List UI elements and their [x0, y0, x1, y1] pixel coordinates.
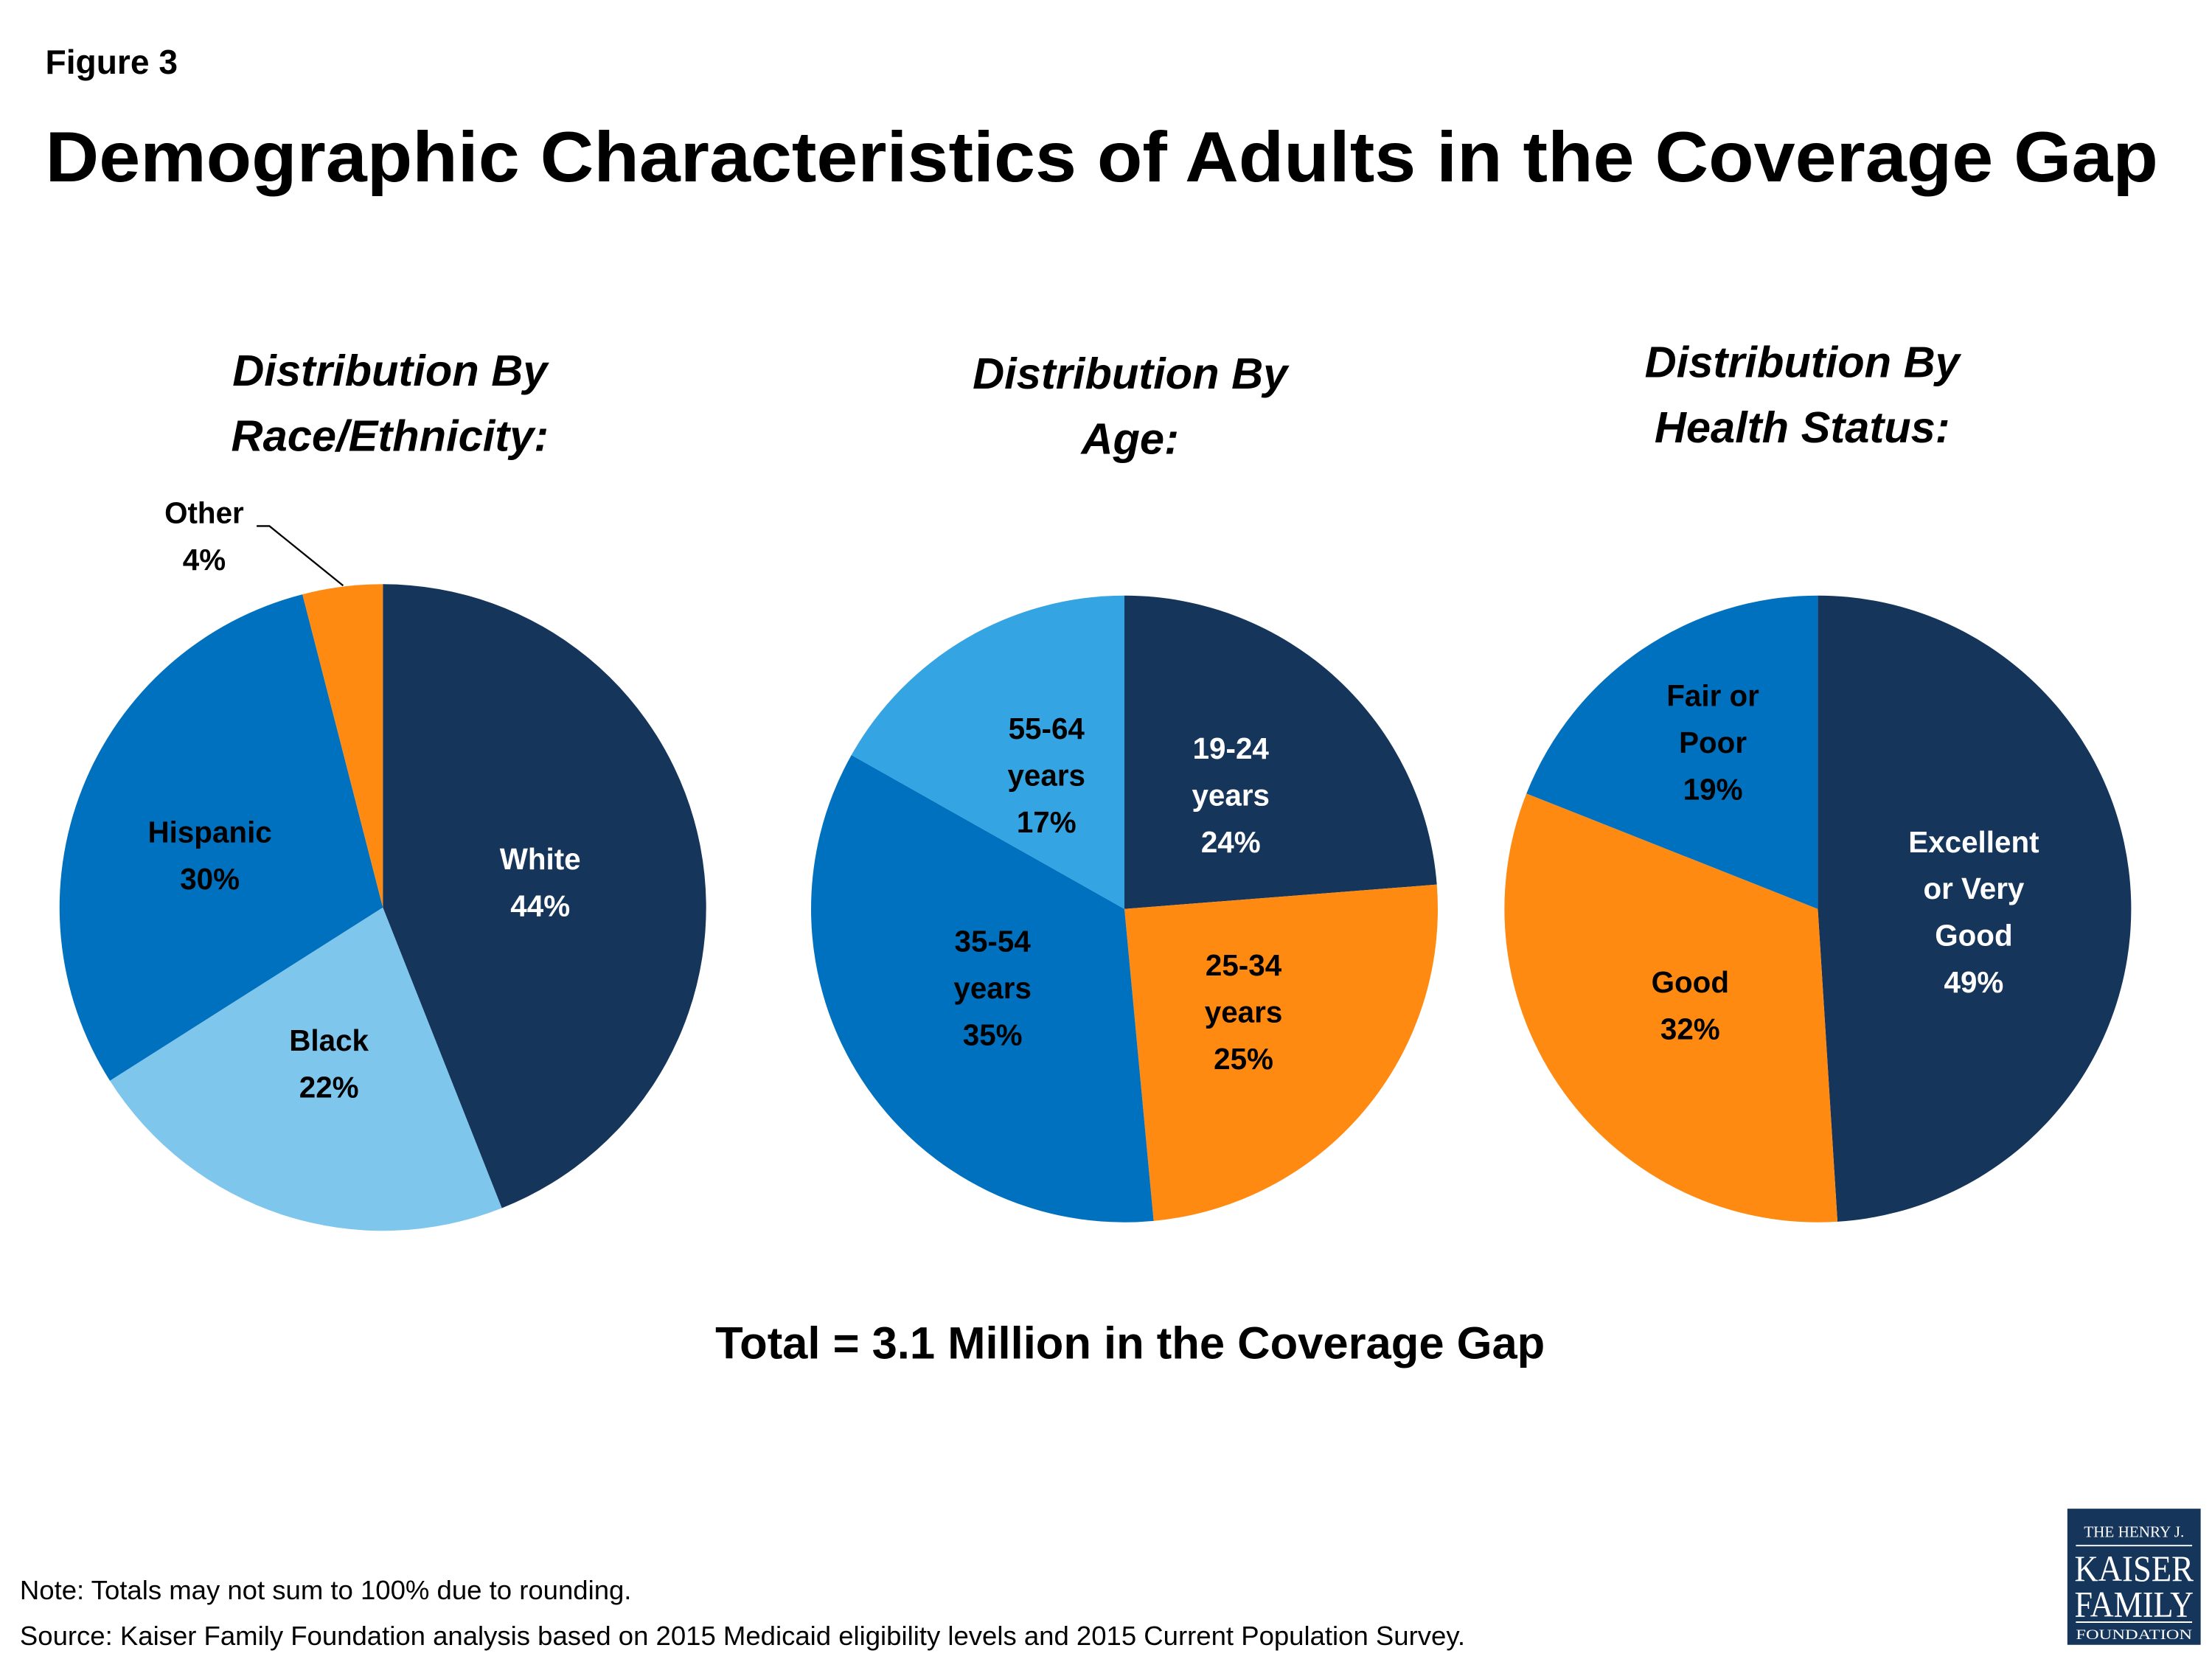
slice-label-line: 25% — [1214, 1042, 1273, 1076]
slice-label-line: 17% — [1017, 805, 1077, 839]
pie-slice-other — [302, 584, 383, 908]
slice-label-25-34-years: 25-34 years 25% — [1205, 948, 1283, 1076]
logo-line1: THE HENRY J. — [2084, 1523, 2184, 1541]
slice-label-line: 32% — [1660, 1012, 1720, 1046]
slice-label-55-64-years: 55-64 years 17% — [1007, 712, 1085, 839]
slice-label-line: 24% — [1201, 825, 1261, 859]
slice-label-hispanic: Hispanic 30% — [147, 815, 271, 895]
chart-title: Demographic Characteristics of Adults in… — [46, 118, 2158, 197]
pie-slice-hispanic — [59, 594, 383, 1081]
slice-label-line: years — [953, 971, 1032, 1005]
pie-slice-black — [110, 907, 502, 1231]
slice-label-line: 44% — [510, 888, 570, 922]
slice-label-excellent-or-very-good: Excellent or Very Good 49% — [1908, 825, 2039, 999]
slice-label-fair-or-poor: Fair or Poor 19% — [1666, 679, 1759, 807]
pie-slice-19-24-years — [1124, 595, 1437, 909]
leader-line — [257, 525, 344, 587]
total-text: Total = 3.1 Million in the Coverage Gap — [715, 1318, 1545, 1368]
slice-label-line: 19% — [1683, 773, 1743, 807]
slice-label-other: Other 4% — [164, 496, 244, 577]
slice-label-line: Hispanic — [147, 815, 271, 849]
slice-label-line: Fair or — [1666, 679, 1759, 713]
note-text: Note: Totals may not sum to 100% due to … — [20, 1575, 632, 1605]
figure-label: Figure 3 — [46, 43, 178, 81]
slice-label-line: 35-54 — [955, 924, 1032, 958]
slice-label-line: 49% — [1944, 965, 2004, 999]
slice-label-line: 35% — [963, 1018, 1023, 1051]
slice-label-line: years — [1192, 778, 1270, 812]
logo-line3: FAMILY — [2074, 1583, 2194, 1624]
slice-label-line: White — [500, 842, 581, 876]
pie-title-line: Distribution By — [1645, 338, 1962, 387]
slice-label-35-54-years: 35-54 years 35% — [953, 924, 1032, 1051]
slice-label-line: Black — [289, 1023, 369, 1057]
slice-label-line: years — [1205, 995, 1283, 1029]
source-text: Source: Kaiser Family Foundation analysi… — [20, 1621, 1465, 1651]
pie-chart-1: Distribution By Race/Ethnicity: White 44% Bl… — [59, 346, 706, 1231]
slice-label-line: 55-64 — [1009, 712, 1085, 745]
slice-label-black: Black 22% — [289, 1023, 369, 1104]
slice-label-line: Excellent — [1908, 825, 2039, 859]
slice-label-line: years — [1007, 758, 1085, 792]
kff-logo: THE HENRY J. KAISER FAMILY FOUNDATION — [2067, 1509, 2201, 1645]
pie-slice-excellent-or-very-good — [1818, 595, 2132, 1222]
pie-slice-55-64-years — [851, 595, 1124, 909]
pie-slice-white — [383, 584, 706, 1208]
pie-chart-3: Distribution By Health Status: Excellent or… — [1504, 338, 2132, 1222]
pie-slice-35-54-years — [811, 755, 1154, 1222]
slice-label-line: or Very — [1923, 872, 2024, 905]
pie-slice-fair-or-poor — [1526, 595, 1818, 909]
pie-slice-good — [1504, 793, 1838, 1222]
slice-label-line: 25-34 — [1206, 948, 1282, 982]
logo-line4: FOUNDATION — [2076, 1627, 2192, 1643]
pie-title-line: Health Status: — [1655, 403, 1950, 452]
pie-title-line: Age: — [1079, 414, 1178, 463]
slice-label-good: Good 32% — [1652, 965, 1729, 1046]
slice-label-line: 4% — [183, 543, 226, 577]
pie-chart-2: Distribution By Age: 19-24 years 24% 25-34 yea… — [811, 349, 1438, 1222]
pie-title-line: Distribution By — [232, 346, 549, 395]
slice-label-line: 19-24 — [1193, 731, 1270, 765]
slice-label-line: 22% — [299, 1070, 359, 1104]
pie-title-line: Distribution By — [973, 349, 1290, 398]
slice-label-line: Poor — [1679, 726, 1747, 759]
logo-line2: KAISER — [2074, 1548, 2194, 1589]
slice-label-line: 30% — [180, 862, 240, 896]
slice-label-line: Other — [164, 496, 244, 530]
pie-title-line: Race/Ethnicity: — [232, 411, 549, 461]
slice-label-line: Good — [1935, 919, 2012, 953]
slice-label-white: White 44% — [500, 842, 581, 922]
pies: Distribution By Race/Ethnicity: White 44% Bl… — [59, 338, 2132, 1231]
slice-label-line: Good — [1652, 965, 1729, 999]
slice-label-19-24-years: 19-24 years 24% — [1192, 731, 1270, 859]
pie-slice-25-34-years — [1124, 884, 1438, 1221]
